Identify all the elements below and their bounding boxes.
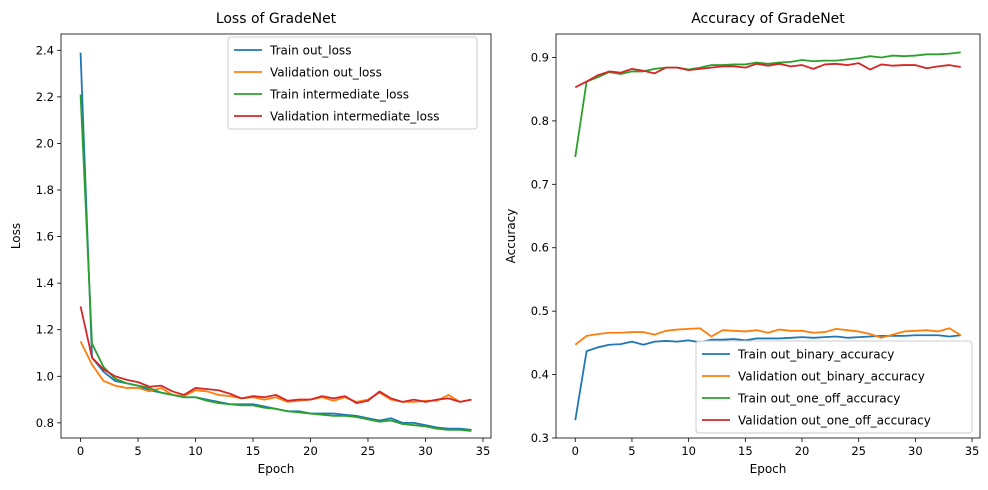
legend-label: Train out_loss [269, 44, 351, 58]
y-axis-label: Loss [9, 223, 23, 249]
x-tick-label: 5 [134, 444, 141, 458]
legend: Train out_binary_accuracy Validation out_… [695, 340, 973, 434]
x-tick-label: 25 [851, 444, 866, 458]
y-tick-label: 1.6 [36, 230, 54, 244]
y-tick-label: 1.4 [36, 276, 54, 290]
y-tick-label: 0.8 [531, 114, 549, 128]
y-tick-label: 1.0 [36, 369, 54, 383]
x-tick-label: 35 [965, 444, 980, 458]
legend-label: Validation out_one_off_accuracy [738, 414, 931, 428]
accuracy-chart: Accuracy of GradeNet 0 5 10 15 20 25 30 35 0.3 0.4… [504, 11, 981, 476]
series-line-1 [574, 334, 961, 421]
legend-label: Train out_one_off_accuracy [737, 392, 900, 406]
y-tick-label: 0.9 [531, 50, 549, 64]
x-tick-label: 15 [246, 444, 261, 458]
x-tick-label: 20 [795, 444, 810, 458]
legend-label: Validation out_loss [270, 66, 382, 80]
chart-title: Loss of GradeNet [216, 11, 337, 27]
legend-label: Validation out_binary_accuracy [738, 370, 925, 384]
series-line-2 [574, 327, 962, 346]
series-line-4 [79, 306, 472, 404]
x-tick-label: 15 [738, 444, 753, 458]
legend-label: Train intermediate_loss [269, 88, 409, 102]
chart-title: Accuracy of GradeNet [691, 11, 845, 27]
y-tick-label: 2.0 [36, 136, 54, 150]
loss-chart: Loss of GradeNet 0 5 10 15 20 25 30 35 0.8 1.0 1.2 1… [9, 11, 492, 476]
y-tick-label: 0.8 [36, 416, 54, 430]
y-tick-label: 2.4 [36, 43, 54, 57]
x-tick-label: 0 [572, 444, 579, 458]
y-tick-label: 0.7 [531, 177, 549, 191]
legend: Train out_loss Validation out_loss Train i… [227, 36, 478, 130]
x-axis-label: Epoch [258, 462, 295, 476]
y-tick-label: 0.4 [531, 368, 549, 382]
legend-box [695, 340, 973, 434]
axes-frame [60, 33, 492, 439]
x-tick-label: 30 [418, 444, 433, 458]
x-tick-label: 20 [303, 444, 318, 458]
y-tick-label: 2.2 [36, 90, 54, 104]
x-tick-label: 30 [908, 444, 923, 458]
x-tick-label: 25 [361, 444, 376, 458]
series-line-4 [574, 62, 961, 89]
y-tick-label: 1.8 [36, 183, 54, 197]
x-tick-label: 0 [77, 444, 84, 458]
y-tick-label: 0.3 [531, 431, 549, 445]
legend-label: Train out_binary_accuracy [737, 348, 894, 362]
series-line-3 [574, 51, 961, 158]
y-tick-label: 0.5 [531, 304, 549, 318]
series-line-3 [79, 94, 472, 432]
y-tick-label: 1.2 [36, 323, 54, 337]
legend-box [227, 36, 478, 130]
x-axis-label: Epoch [750, 462, 787, 476]
x-tick-label: 10 [681, 444, 696, 458]
y-axis-label: Accuracy [504, 209, 518, 264]
x-tick-label: 10 [188, 444, 203, 458]
x-tick-label: 35 [476, 444, 491, 458]
axes-frame [555, 33, 981, 439]
x-tick-label: 5 [628, 444, 635, 458]
legend-label: Validation intermediate_loss [270, 110, 439, 124]
y-tick-label: 0.6 [531, 241, 549, 255]
